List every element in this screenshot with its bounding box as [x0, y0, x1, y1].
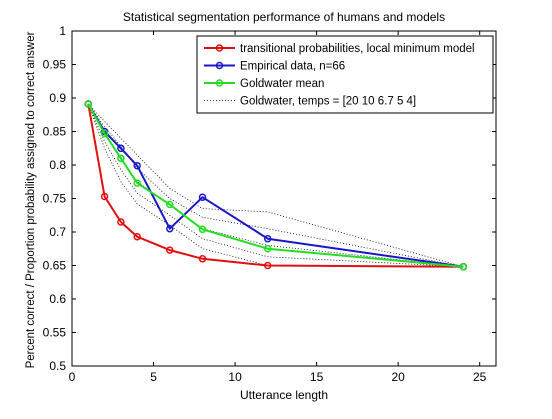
y-tick-label: 0.65: [43, 259, 67, 273]
y-tick-label: 0.6: [49, 292, 66, 306]
data-point: [263, 244, 272, 253]
y-tick-label: 0.85: [43, 125, 67, 139]
legend-marker: [215, 44, 224, 52]
data-point: [117, 144, 125, 153]
x-axis-label: Utterance length: [240, 388, 328, 402]
chart-title: Statistical segmentation performance of …: [123, 10, 445, 24]
data-point: [133, 161, 141, 170]
x-tick-label: 10: [228, 370, 242, 384]
legend-box: [196, 35, 494, 114]
goldwater-temp-line-5: [87, 103, 464, 268]
legend-label: transitional probabilities, local minimu…: [240, 43, 475, 55]
y-tick-label: 0.9: [49, 91, 66, 105]
x-tick-label: 5: [150, 370, 157, 384]
x-tick-label: 25: [473, 370, 487, 384]
y-tick-label: 0.95: [43, 58, 67, 72]
legend: transitional probabilities, local minimu…: [196, 35, 494, 114]
series-line: [87, 103, 464, 268]
data-point: [198, 255, 207, 263]
data-point: [198, 193, 207, 201]
series-line: [87, 103, 464, 268]
legend-entry: Goldwater mean: [204, 78, 324, 90]
data-point: [263, 234, 272, 243]
series-layer: [84, 100, 468, 271]
data-point: [166, 200, 174, 209]
legend-entry: transitional probabilities, local minimu…: [204, 43, 475, 55]
data-point: [84, 100, 93, 108]
data-point: [133, 232, 141, 241]
goldwater-temp-line-3: [87, 103, 464, 268]
legend-marker: [215, 61, 224, 70]
series-goldwater-mean: [84, 100, 468, 271]
x-tick-label: 20: [391, 370, 405, 384]
legend-label: Goldwater mean: [240, 78, 324, 90]
y-tick-label: 0.55: [43, 326, 67, 340]
legend-label: Goldwater, temps = [20 10 6.7 5 4]: [240, 96, 416, 108]
y-tick-label: 0.5: [49, 359, 66, 373]
legend-entry: Goldwater, temps = [20 10 6.7 5 4]: [204, 96, 416, 108]
data-point: [117, 154, 125, 163]
goldwater-temp-line-1: [88, 103, 464, 268]
data-point: [263, 261, 272, 270]
x-tick-label: 15: [310, 370, 324, 384]
y-tick-label: 0.8: [49, 158, 66, 172]
data-point: [198, 225, 207, 234]
y-tick-label: 0.75: [43, 192, 67, 206]
legend-marker: [215, 79, 224, 87]
goldwater-temp-line-2: [87, 103, 464, 268]
y-axis-label: Percent correct / Proportion probability…: [25, 31, 37, 368]
series-goldwater-temps-20-10-6-7-5-4: [87, 103, 464, 268]
data-point: [133, 179, 141, 187]
legend-label: Empirical data, n=66: [240, 61, 345, 73]
axes-layer: 0 5 10 15 20 25 0.5 0.55 0.6 0.65 0.7 0.75 0.8 0.85 0.…: [43, 24, 497, 384]
data-point: [100, 192, 109, 201]
data-point: [166, 224, 174, 233]
data-point: [100, 129, 109, 138]
data-point: [166, 246, 174, 254]
y-tick-label: 0.7: [49, 225, 66, 239]
series-line: [87, 103, 464, 268]
y-tick-label: 1: [59, 24, 66, 38]
data-point: [459, 263, 468, 271]
x-tick-label: 0: [69, 370, 76, 384]
goldwater-temp-line-4: [87, 103, 464, 268]
data-point: [117, 218, 125, 226]
legend-entry: Empirical data, n=66: [204, 61, 345, 73]
